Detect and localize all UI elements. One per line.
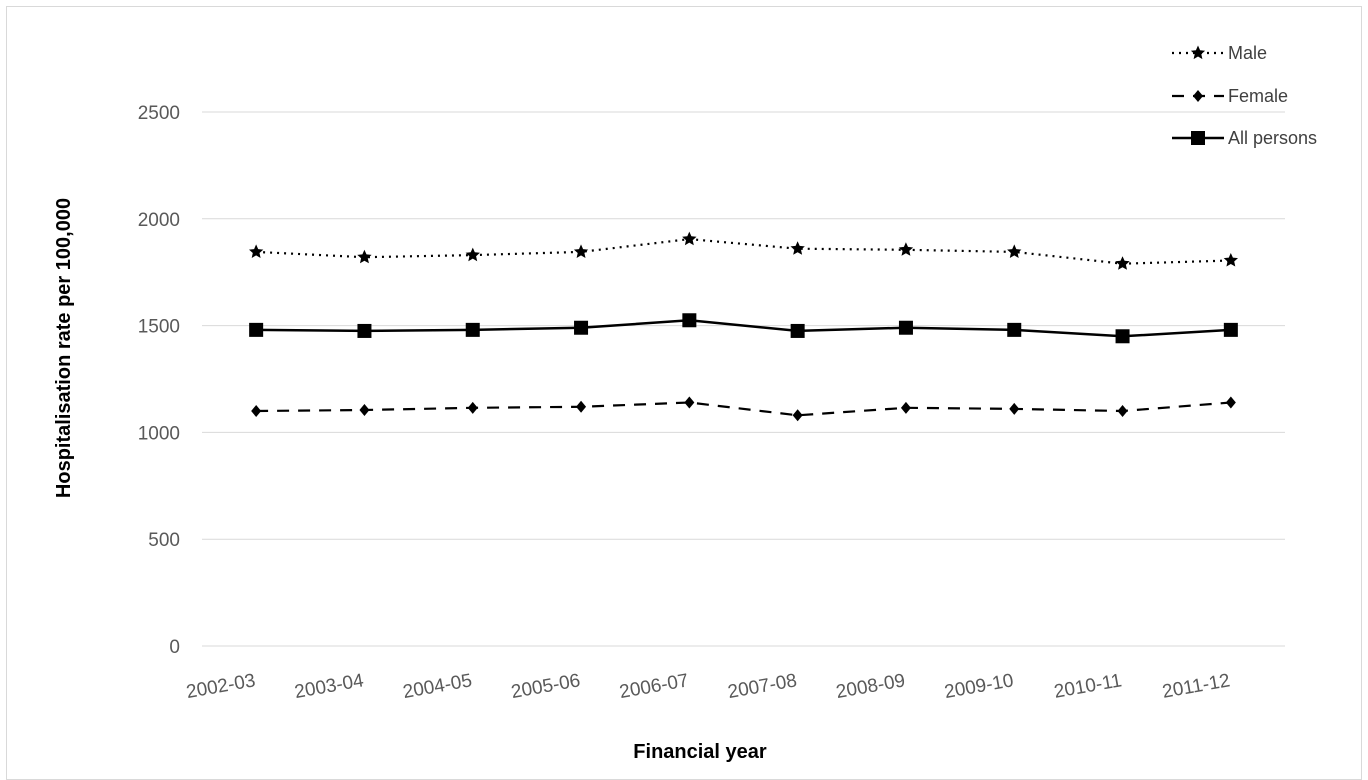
y-axis-ticks: 0 500 1000 1500 2000 2500 bbox=[138, 103, 180, 658]
data-point-male bbox=[1115, 256, 1130, 270]
data-point-female bbox=[1009, 402, 1020, 415]
x-tick-label: 2010-11 bbox=[1052, 670, 1123, 703]
x-tick-label: 2002-03 bbox=[185, 670, 257, 703]
y-tick-label: 2500 bbox=[138, 103, 180, 124]
x-axis-ticks: 2002-03 2003-04 2004-05 2005-06 2006-07 2007-… bbox=[185, 670, 1232, 703]
data-point-male bbox=[573, 244, 589, 258]
legend-marker-male bbox=[1190, 45, 1206, 60]
y-axis-title: Hospitalisation rate per 100,000 bbox=[53, 198, 75, 498]
legend-label-all-persons: All persons bbox=[1228, 128, 1317, 148]
y-tick-label: 0 bbox=[169, 637, 180, 658]
y-tick-label: 2000 bbox=[138, 210, 180, 231]
data-point-male bbox=[898, 242, 914, 256]
x-tick-label: 2009-10 bbox=[943, 670, 1015, 703]
legend-label-female: Female bbox=[1228, 86, 1288, 106]
data-point-all-persons bbox=[1223, 322, 1238, 337]
x-axis-title: Financial year bbox=[633, 741, 767, 763]
x-tick-label: 2004-05 bbox=[401, 670, 473, 703]
x-tick-label: 2006-07 bbox=[618, 670, 690, 703]
series-all-persons bbox=[249, 313, 1238, 344]
data-point-male bbox=[249, 244, 264, 258]
data-point-female bbox=[359, 403, 370, 416]
data-point-male bbox=[357, 249, 372, 264]
legend-marker-all-persons bbox=[1191, 131, 1205, 145]
data-point-male bbox=[465, 247, 480, 262]
data-point-male bbox=[790, 241, 805, 255]
data-point-male bbox=[1007, 244, 1022, 258]
data-point-all-persons bbox=[357, 323, 372, 338]
x-tick-label: 2007-08 bbox=[726, 670, 798, 703]
chart-frame bbox=[6, 6, 1362, 780]
y-tick-label: 1000 bbox=[138, 423, 180, 444]
x-tick-label: 2008-09 bbox=[834, 670, 906, 703]
data-point-all-persons bbox=[249, 322, 264, 337]
data-point-all-persons bbox=[574, 320, 589, 335]
series-female bbox=[251, 396, 1236, 422]
data-point-female bbox=[576, 400, 587, 413]
data-point-female bbox=[1117, 405, 1128, 418]
series-male bbox=[249, 231, 1238, 270]
data-point-all-persons bbox=[898, 320, 913, 335]
data-point-all-persons bbox=[790, 323, 805, 338]
y-tick-label: 1500 bbox=[138, 317, 180, 338]
data-point-female bbox=[684, 396, 695, 409]
data-point-female bbox=[792, 409, 803, 422]
data-point-male bbox=[1223, 253, 1238, 267]
data-point-all-persons bbox=[1007, 322, 1022, 337]
y-tick-label: 500 bbox=[148, 530, 180, 551]
legend: Male Female All persons bbox=[1172, 43, 1317, 148]
data-point-male bbox=[682, 231, 697, 246]
series-line-male bbox=[256, 237, 1231, 265]
data-point-female bbox=[251, 405, 262, 418]
x-tick-label: 2003-04 bbox=[293, 670, 366, 703]
series-line-all-persons bbox=[256, 319, 1231, 338]
series-line-female bbox=[256, 401, 1231, 417]
x-tick-label: 2011-12 bbox=[1161, 670, 1232, 703]
data-point-all-persons bbox=[682, 313, 697, 328]
data-point-female bbox=[1225, 396, 1236, 409]
legend-marker-female bbox=[1193, 90, 1203, 102]
x-tick-label: 2005-06 bbox=[510, 670, 582, 703]
legend-label-male: Male bbox=[1228, 43, 1267, 63]
series-group bbox=[249, 231, 1238, 422]
gridlines bbox=[202, 111, 1285, 647]
data-point-all-persons bbox=[1115, 329, 1130, 344]
data-point-female bbox=[900, 401, 911, 414]
data-point-all-persons bbox=[465, 322, 480, 337]
data-point-female bbox=[467, 401, 478, 414]
